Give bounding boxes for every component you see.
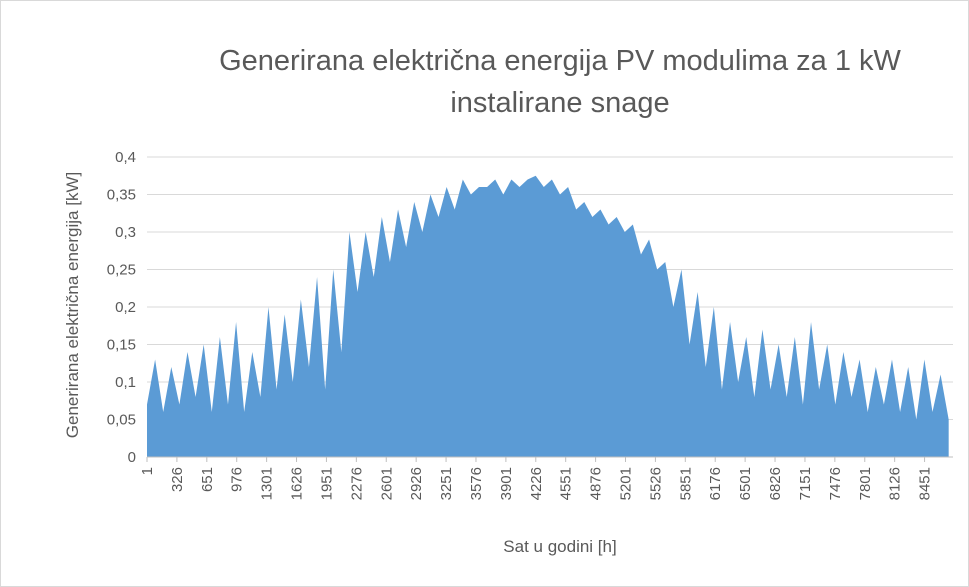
x-tick-label: 3901 xyxy=(498,467,515,500)
x-tick-label: 1626 xyxy=(289,467,306,500)
x-tick-label: 2276 xyxy=(348,467,365,500)
x-tick-label: 4226 xyxy=(528,467,545,500)
y-tick-label: 0,35 xyxy=(107,187,136,204)
x-tick-label: 976 xyxy=(229,467,246,492)
y-tick-label: 0,2 xyxy=(115,299,136,316)
x-tick-label: 1301 xyxy=(259,467,276,500)
y-tick-label: 0,25 xyxy=(107,262,136,279)
x-tick-label: 326 xyxy=(169,467,186,492)
area xyxy=(147,175,949,457)
x-tick-label: 7476 xyxy=(827,467,844,500)
x-tick-label: 7801 xyxy=(857,467,874,500)
x-tick-label: 651 xyxy=(199,467,216,492)
y-tick-label: 0,4 xyxy=(115,149,136,166)
x-tick-label: 2601 xyxy=(378,467,395,500)
x-tick-label: 6826 xyxy=(767,467,784,500)
x-tick-label: 8451 xyxy=(917,467,934,500)
x-tick-label: 5526 xyxy=(647,467,664,500)
x-tick-label: 1 xyxy=(139,467,156,475)
x-tick-label: 3251 xyxy=(438,467,455,500)
x-tick-label: 5201 xyxy=(618,467,635,500)
x-tick-label: 4551 xyxy=(558,467,575,500)
x-tick-label: 1951 xyxy=(318,467,335,500)
x-tick-label: 7151 xyxy=(797,467,814,500)
x-tick-label: 5851 xyxy=(677,467,694,500)
chart-title: Generirana električna energija PV moduli… xyxy=(219,45,901,119)
y-tick-label: 0,1 xyxy=(115,374,136,391)
x-tick-label: 6501 xyxy=(737,467,754,500)
x-axis-title: Sat u godini [h] xyxy=(503,537,616,556)
y-tick-label: 0,05 xyxy=(107,412,136,429)
y-axis-title: Generirana električna energija [kW] xyxy=(63,172,82,438)
y-tick-label: 0,15 xyxy=(107,337,136,354)
x-tick-label: 2926 xyxy=(408,467,425,500)
x-tick-label: 3576 xyxy=(468,467,485,500)
x-tick-label: 6176 xyxy=(707,467,724,500)
x-tick-label: 8126 xyxy=(887,467,904,500)
y-tick-label: 0 xyxy=(128,449,136,466)
y-tick-label: 0,3 xyxy=(115,224,136,241)
x-tick-label: 4876 xyxy=(588,467,605,500)
